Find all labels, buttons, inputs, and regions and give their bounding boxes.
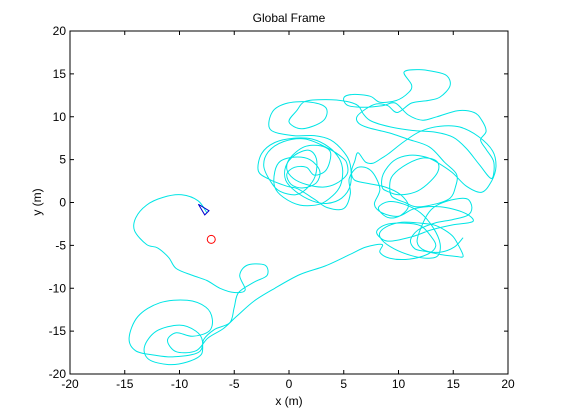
y-tick-label: -15 (49, 324, 67, 338)
y-tick-label: -10 (49, 281, 67, 295)
y-tick-label: -5 (55, 238, 66, 252)
robot-group (197, 203, 210, 216)
plot-area (69, 30, 509, 375)
target-circle-marker (206, 234, 216, 244)
x-tick-label: -5 (229, 377, 240, 391)
y-tick-label: -20 (49, 367, 67, 381)
trajectory-line (128, 69, 497, 366)
x-tick-label: 5 (340, 377, 347, 391)
y-tick-labels: -20 -15 -10 -5 0 5 10 15 20 (49, 24, 67, 381)
x-tick-label: 20 (501, 377, 515, 391)
x-tick-label: 15 (447, 377, 461, 391)
y-tick-label: 0 (59, 196, 66, 210)
chart-title: Global Frame (253, 11, 326, 25)
robot-pose-marker (197, 203, 210, 216)
y-tick-label: 5 (59, 153, 66, 167)
x-tick-label: -10 (171, 377, 189, 391)
y-tick-label: 10 (53, 110, 67, 124)
y-tick-label: 15 (53, 67, 67, 81)
y-axis-label: y (m) (30, 188, 44, 215)
x-tick-label: 0 (286, 377, 293, 391)
x-tick-labels: -20 -15 -10 -5 0 5 10 15 20 (61, 377, 515, 391)
axis-ticks (69, 30, 509, 375)
x-axis-label: x (m) (275, 394, 302, 408)
marker-group (206, 234, 216, 244)
x-tick-label: -15 (116, 377, 134, 391)
trajectory-group (128, 69, 497, 366)
y-tick-label: 20 (53, 24, 67, 38)
x-tick-label: -20 (61, 377, 79, 391)
x-tick-label: 10 (392, 377, 406, 391)
